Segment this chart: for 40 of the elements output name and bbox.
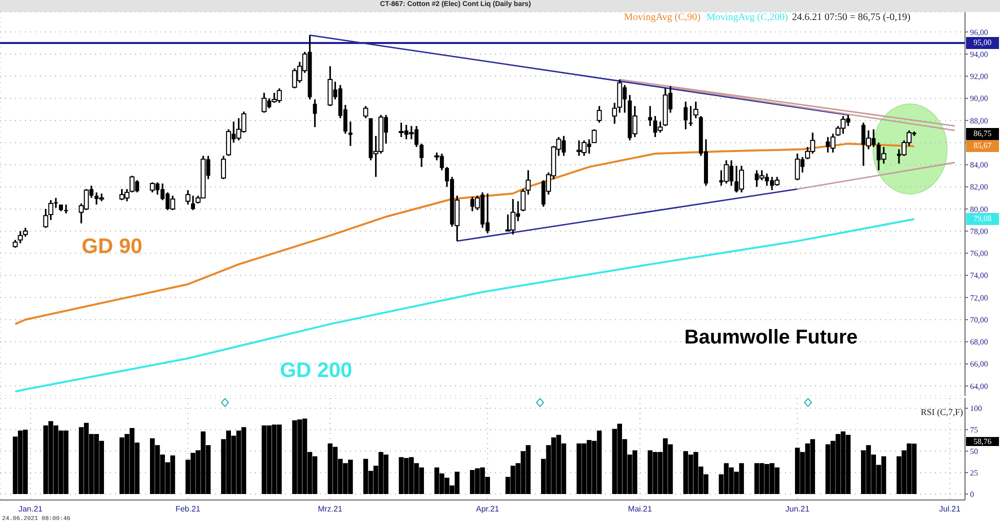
y-tick-label: 70,00 [970, 315, 988, 324]
text: MovingAvg (C,200) [706, 12, 788, 23]
y-tick-label: 75 [970, 426, 978, 435]
y-tick-label: 50 [970, 446, 978, 456]
y-tick-label: 72,00 [970, 293, 988, 302]
text: 79,08 [966, 213, 999, 225]
text: RSI (C,7,F) [920, 407, 963, 417]
y-tick-label: 88,00 [970, 116, 988, 126]
y-tick-label: 68,00 [970, 338, 988, 347]
y-tick-label: 76,00 [970, 249, 988, 258]
y-tick-label: 66,00 [970, 360, 988, 369]
y-tick-label: 0 [970, 490, 974, 499]
text: 86,75 [966, 128, 999, 140]
y-tick-label: 25 [970, 468, 978, 478]
ref-line-label: 95,00 [966, 36, 999, 49]
annotation: 24.6.21 07:50 = 86,75 (-0,19) [792, 12, 910, 23]
y-tick-label: 84,00 [970, 160, 988, 170]
x-tick-label: Mai.21 [628, 504, 652, 514]
text: 58,76 [966, 437, 999, 446]
annotation: GD 90 [82, 235, 142, 259]
annotation: Baumwolle Future [684, 326, 858, 350]
text: 85,67 [966, 140, 999, 152]
annotation: GD 200 [280, 359, 352, 383]
y-tick-label: 96,00 [970, 28, 988, 37]
y-tick-label: 78,00 [970, 226, 988, 236]
y-tick-label: 92,00 [970, 72, 988, 82]
text: MovingAvg (C,90) [624, 12, 701, 23]
x-tick-label: Mrz.21 [318, 504, 343, 514]
y-tick-label: 82,00 [970, 182, 988, 192]
y-tick-label: 80,00 [970, 204, 988, 214]
x-tick-label: Apr.21 [476, 504, 500, 514]
x-tick-label: Feb.21 [175, 504, 201, 514]
x-tick-label: Jun.21 [785, 504, 810, 514]
y-tick-label: 94,00 [970, 50, 988, 59]
y-tick-label: 74,00 [970, 271, 988, 280]
x-tick-label: Jan.21 [18, 504, 44, 514]
x-tick-label: Jul.21 [939, 504, 961, 514]
y-tick-label: 100 [970, 404, 982, 414]
y-tick-label: 90,00 [970, 94, 988, 104]
y-tick-label: 64,00 [970, 382, 988, 391]
